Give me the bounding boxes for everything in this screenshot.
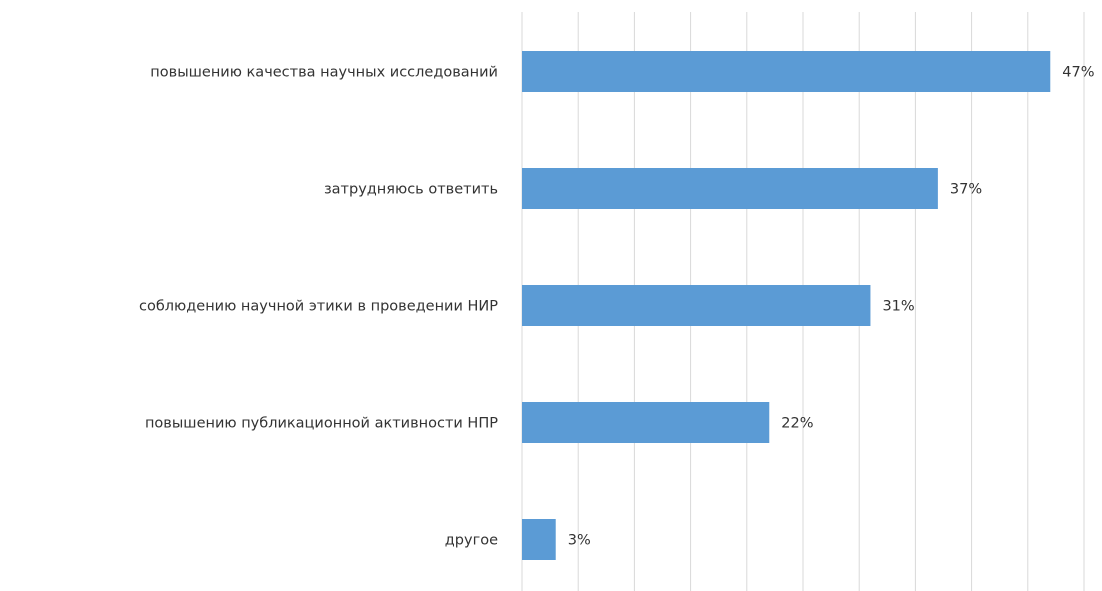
value-label: 47%	[1062, 65, 1094, 81]
bar	[522, 402, 770, 443]
y-tick-label: затрудняюсь ответить	[324, 182, 498, 198]
bar	[522, 519, 556, 560]
value-label: 22%	[781, 416, 813, 432]
y-tick-label: повышению публикационной активности НПР	[145, 416, 498, 432]
bar	[522, 285, 871, 326]
value-label: 3%	[568, 533, 591, 549]
bar	[522, 168, 938, 209]
bar	[522, 51, 1051, 92]
value-label: 37%	[950, 182, 982, 198]
value-label: 31%	[882, 299, 914, 315]
y-tick-label: повышению качества научных исследований	[150, 65, 498, 81]
y-tick-label: соблюдению научной этики в проведении НИ…	[139, 299, 498, 315]
y-tick-label: другое	[445, 533, 498, 549]
